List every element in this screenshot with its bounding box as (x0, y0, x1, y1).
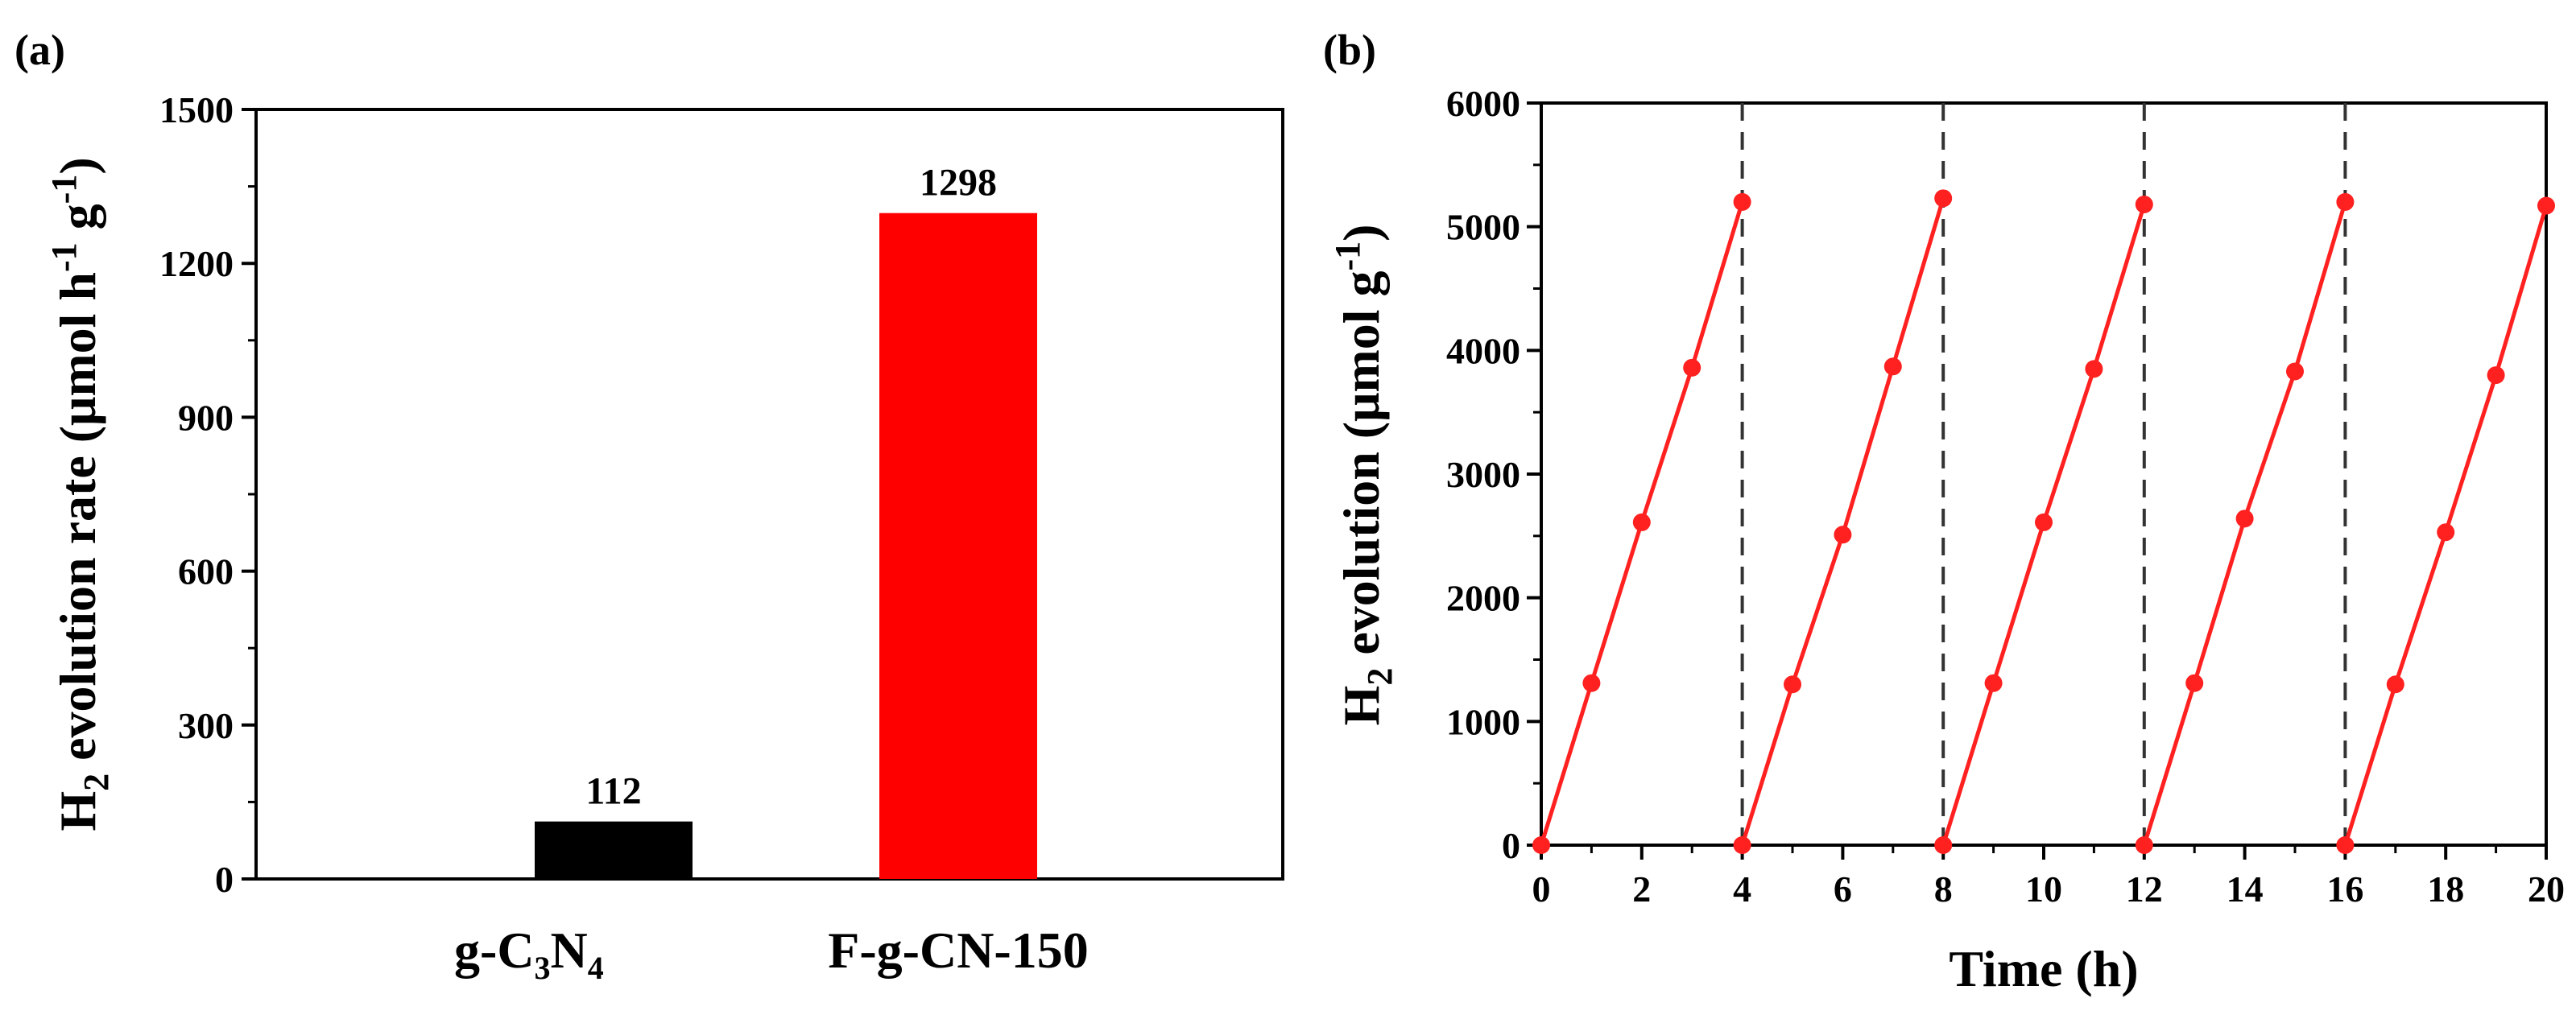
data-point-cycle-3 (2085, 360, 2103, 378)
panel-b-y-tick-label: 3000 (1446, 454, 1520, 495)
panel-a-y-tick-label: 300 (178, 705, 234, 746)
data-point-cycle-5 (2487, 366, 2505, 385)
data-point-cycle-1 (1683, 358, 1701, 377)
panel-a-y-ticks: 0 300 600 900 1200 1500 (159, 89, 256, 900)
panel-a-y-tick-label: 1200 (159, 243, 234, 284)
panel-b-x-tick-label: 18 (2427, 868, 2464, 910)
panel-a-y-tick-label: 0 (215, 859, 234, 900)
panel-b-x-tick-label: 6 (1834, 868, 1852, 910)
data-point-cycle-4 (2286, 362, 2304, 381)
panel-b-y-tick-label: 6000 (1446, 83, 1520, 124)
panel-b-x-tick-label: 20 (2528, 868, 2565, 910)
panel-b-x-axis-label: Time (h) (1949, 940, 2138, 997)
bar-g-c3n4 (535, 821, 693, 879)
data-point-cycle-1 (1582, 674, 1601, 692)
data-point-cycle-5 (2336, 836, 2355, 854)
data-point-cycle-3 (2035, 513, 2053, 531)
panel-b-x-tick-label: 0 (1532, 868, 1551, 910)
data-point-cycle-2 (1934, 189, 1953, 208)
panel-b-frame (1540, 101, 2548, 847)
panel-b-y-tick-label: 5000 (1446, 207, 1520, 248)
panel-b: (b) 0 1000 2000 3000 4000 5000 6000 0 2 4 6 8 10 12 1… (1323, 26, 2565, 997)
data-point-cycle-3 (1934, 836, 1953, 854)
panel-b-label: (b) (1323, 26, 1376, 74)
panel-b-y-tick-label: 2000 (1446, 578, 1520, 619)
panel-b-y-tick-label: 0 (1502, 825, 1520, 866)
series-line-cycle-2 (1740, 197, 1945, 846)
panel-b-cycle-dividers (1740, 103, 2347, 845)
data-point-cycle-4 (2336, 192, 2355, 211)
panel-b-x-tick-label: 14 (2227, 868, 2264, 910)
panel-b-x-tick-label: 2 (1632, 868, 1651, 910)
panel-b-x-tick-label: 16 (2326, 868, 2363, 910)
data-point-cycle-2 (1834, 526, 1852, 544)
category-label-g-c3n4: g-C3N4 (454, 922, 604, 986)
panel-a-frame (254, 108, 1284, 881)
panel-b-y-tick-label: 1000 (1446, 701, 1520, 742)
panel-b-series (1532, 189, 2555, 854)
panel-b-x-tick-label: 12 (2126, 868, 2163, 910)
data-point-cycle-4 (2135, 836, 2153, 854)
data-point-cycle-1 (1632, 513, 1651, 531)
data-point-cycle-5 (2537, 196, 2555, 215)
data-point-cycle-3 (2135, 196, 2153, 214)
data-point-cycle-2 (1733, 836, 1751, 854)
panel-a-bars (535, 212, 1037, 879)
panel-a-y-tick-label: 1500 (159, 89, 234, 130)
panel-b-x-tick-label: 4 (1733, 868, 1751, 910)
data-point-cycle-3 (1984, 674, 2003, 692)
data-point-cycle-4 (2235, 510, 2254, 528)
data-point-cycle-2 (1883, 357, 1902, 376)
bar-value-label-g-c3n4: 112 (585, 770, 641, 813)
panel-a-label: (a) (14, 26, 65, 74)
bar-value-label-f-g-cn-150: 1298 (920, 162, 997, 204)
panel-a-y-axis-label: H2 evolution rate (μmol h-1 g-1) (44, 157, 116, 831)
panel-b-y-axis-label: H2 evolution (μmol g-1) (1328, 225, 1400, 726)
panel-a-y-tick-label: 900 (178, 397, 234, 438)
panel-b-x-tick-label: 8 (1934, 868, 1953, 910)
data-point-cycle-1 (1733, 192, 1751, 211)
data-point-cycle-1 (1532, 836, 1550, 854)
category-label-f-g-cn-150: F-g-CN-150 (828, 922, 1088, 979)
data-point-cycle-2 (1784, 675, 1801, 694)
panel-b-x-ticks: 0 2 4 6 8 10 12 14 16 18 20 (1532, 845, 2565, 910)
panel-b-y-ticks: 0 1000 2000 3000 4000 5000 6000 (1446, 83, 1541, 866)
panel-b-x-tick-label: 10 (2025, 868, 2062, 910)
data-point-cycle-5 (2437, 523, 2455, 542)
data-point-cycle-4 (2185, 674, 2204, 692)
data-point-cycle-5 (2386, 675, 2404, 694)
panel-a: (a) 0 300 600 900 1200 1500 112 1298 g-C3N4 F… (14, 26, 1284, 986)
bar-f-g-cn-150 (879, 212, 1037, 879)
panel-b-y-tick-label: 4000 (1446, 330, 1520, 371)
panel-a-y-tick-label: 600 (178, 551, 234, 592)
